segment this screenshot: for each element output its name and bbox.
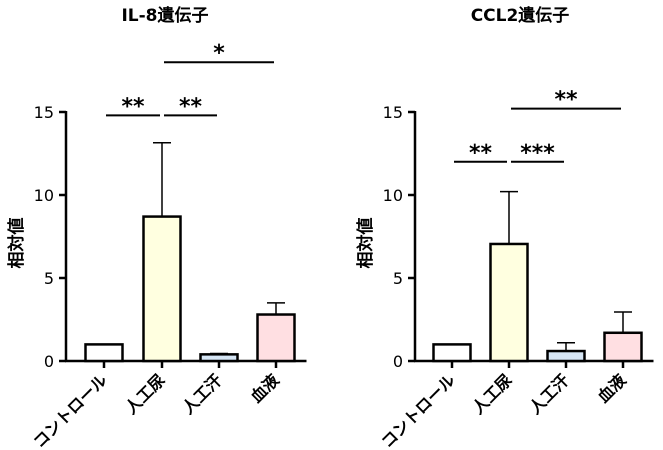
y-tick-label: 5 xyxy=(44,269,54,288)
significance-label: ** xyxy=(121,94,145,119)
bar-2 xyxy=(142,215,182,363)
bar-3 xyxy=(546,349,586,363)
y-tick-label: 10 xyxy=(34,186,54,205)
chart-title: IL-8遺伝子 xyxy=(121,5,208,26)
y-axis-label: 相対値 xyxy=(355,218,376,269)
category-label: 人工汗 xyxy=(525,370,572,417)
bar-4 xyxy=(256,313,296,363)
category-label: 人工尿 xyxy=(121,370,168,417)
category-label: 人工汗 xyxy=(178,370,225,417)
significance-label: ** xyxy=(554,88,578,113)
y-tick-label: 15 xyxy=(383,103,403,122)
significance-label: ** xyxy=(469,141,493,166)
category-label: コントロール xyxy=(30,370,111,450)
category-label: コントロール xyxy=(378,370,459,450)
y-tick-label: 0 xyxy=(393,352,403,371)
category-label: 血液 xyxy=(247,370,284,407)
bar-1 xyxy=(432,343,472,363)
bar-1 xyxy=(84,343,124,363)
category-label: 血液 xyxy=(594,370,631,407)
significance-label: *** xyxy=(520,141,555,166)
significance-label: * xyxy=(213,41,225,66)
bar-4 xyxy=(603,331,643,363)
bar-3 xyxy=(199,353,239,363)
bar-2 xyxy=(489,242,529,363)
y-axis-label: 相対値 xyxy=(6,218,27,269)
category-label: 人工尿 xyxy=(468,370,515,417)
chart-title: CCL2遺伝子 xyxy=(471,5,570,26)
y-tick-label: 10 xyxy=(383,186,403,205)
y-tick-label: 5 xyxy=(393,269,403,288)
significance-label: ** xyxy=(179,94,203,119)
y-tick-label: 15 xyxy=(34,103,54,122)
y-tick-label: 0 xyxy=(44,352,54,371)
